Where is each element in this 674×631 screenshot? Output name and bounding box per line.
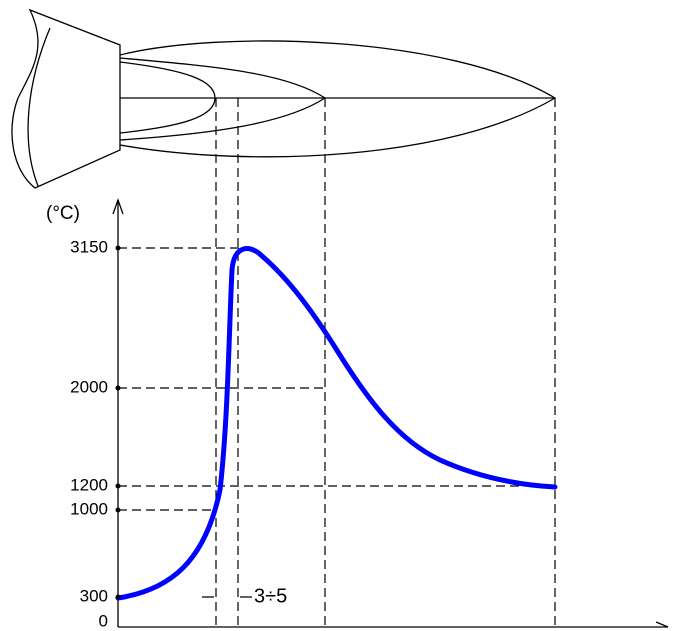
x-arrow: [655, 621, 669, 628]
y-tick-label: 2000: [70, 377, 108, 396]
annotation: 3÷5: [254, 585, 287, 607]
inner-flame: [119, 57, 327, 141]
y-tick-label: 300: [80, 586, 108, 605]
y-tick-label: 1200: [70, 475, 108, 494]
y-tick-label: 3150: [70, 237, 108, 256]
tick-dot: [115, 483, 121, 489]
tick-dot: [115, 245, 121, 251]
tick-dot: [115, 385, 121, 391]
outer-flame: [119, 40, 557, 158]
y-arrow: [112, 198, 124, 215]
torch-nozzle: [11, 8, 121, 189]
y-tick-label: 0: [99, 611, 108, 630]
temperature-curve: [115, 246, 558, 601]
tick-dot: [115, 507, 121, 513]
ticks: 3150 2000 1200 1000 300 0: [70, 237, 121, 630]
y-axis-label: (°C): [46, 203, 80, 224]
tick-dot: [115, 594, 121, 600]
torch-edge: [27, 27, 51, 187]
y-tick-label: 1000: [70, 499, 108, 518]
